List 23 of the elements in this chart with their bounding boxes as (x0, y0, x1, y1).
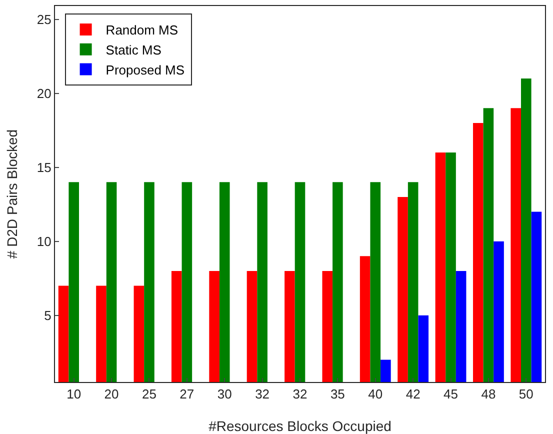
x-tick-label: 32 (255, 386, 270, 402)
y-tick-label: 10 (36, 234, 52, 249)
y-tick-label: 15 (36, 160, 52, 175)
x-tick-label: 32 (292, 386, 308, 402)
x-tick-label: 30 (217, 386, 232, 402)
x-tick-label: 42 (406, 386, 420, 402)
x-tick-label: 25 (142, 386, 156, 402)
x-tick-label: 45 (444, 386, 458, 402)
legend-label: Proposed MS (106, 62, 185, 78)
y-tick-label: 20 (36, 86, 52, 101)
x-tick-label: 10 (66, 386, 82, 402)
x-tick-label: 35 (330, 386, 345, 402)
y-tick-label: 25 (36, 12, 52, 27)
x-tick-label: 20 (104, 386, 119, 402)
legend-label: Static MS (106, 42, 162, 58)
x-tick-label: 27 (180, 386, 194, 402)
y-axis-title: # D2D Pairs Blocked (4, 129, 20, 259)
x-axis-title: #Resources Blocks Occupied (208, 418, 392, 434)
x-tick-label: 40 (368, 386, 383, 402)
y-tick-label: 5 (44, 308, 52, 323)
legend-label: Random MS (106, 22, 178, 38)
x-tick-label: 50 (518, 386, 534, 402)
x-tick-label: 48 (481, 386, 496, 402)
